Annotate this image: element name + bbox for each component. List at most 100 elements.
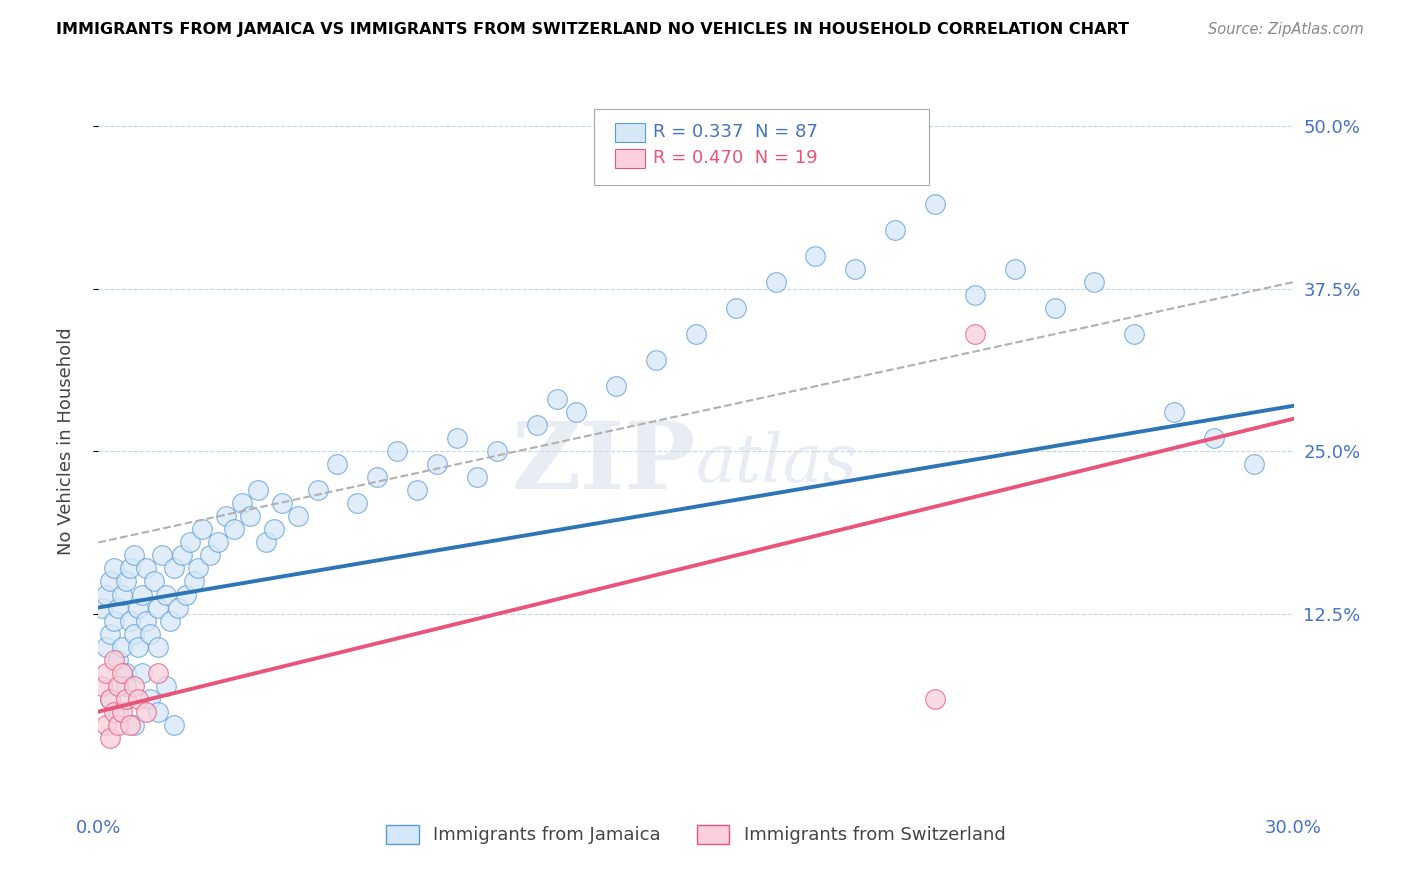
Point (485, 444, 508, 458)
Point (98, 731, 122, 745)
Point (98, 691, 122, 706)
Point (107, 705, 129, 719)
Y-axis label: No Vehicles in Household: No Vehicles in Household (56, 327, 75, 556)
Point (98, 691, 122, 706)
Point (246, 483, 269, 498)
Point (326, 458, 349, 472)
Point (139, 691, 162, 706)
Point (546, 392, 568, 407)
Point (446, 431, 468, 445)
Point (215, 509, 238, 524)
Point (426, 458, 449, 472)
Point (179, 535, 201, 549)
Point (366, 470, 388, 484)
Point (163, 561, 186, 575)
Point (107, 652, 129, 666)
Point (127, 691, 149, 706)
Legend: Immigrants from Jamaica, Immigrants from Switzerland: Immigrants from Jamaica, Immigrants from… (380, 818, 1012, 852)
Point (167, 600, 190, 615)
Text: atlas: atlas (696, 431, 858, 496)
Point (187, 561, 209, 575)
Point (98, 574, 122, 589)
Point (465, 470, 488, 484)
Point (127, 640, 149, 654)
Point (1202, 431, 1225, 445)
Point (115, 574, 138, 589)
Bar (614, 123, 644, 142)
Point (163, 717, 186, 731)
Point (120, 614, 142, 628)
Point (96, 587, 118, 601)
Point (844, 262, 866, 277)
Point (148, 640, 170, 654)
Point (804, 249, 827, 263)
Point (963, 288, 986, 302)
Point (103, 561, 125, 575)
Point (148, 600, 170, 615)
Point (107, 600, 129, 615)
Text: R = 0.337  N = 87: R = 0.337 N = 87 (652, 123, 818, 141)
Point (124, 679, 146, 693)
Point (172, 549, 194, 563)
Point (103, 705, 125, 719)
Point (111, 587, 134, 601)
Point (605, 379, 627, 393)
Point (191, 523, 214, 537)
Point (565, 405, 588, 419)
Point (724, 301, 747, 315)
Point (263, 523, 285, 537)
Point (111, 665, 134, 680)
Point (924, 691, 946, 706)
Point (1043, 301, 1066, 315)
Point (1163, 405, 1185, 419)
Point (91, 600, 114, 615)
Point (120, 717, 142, 731)
Point (91, 679, 114, 693)
Point (103, 652, 125, 666)
Point (1083, 275, 1105, 289)
Point (307, 483, 329, 498)
Point (135, 561, 157, 575)
Point (884, 223, 907, 237)
Point (111, 640, 134, 654)
Point (115, 679, 138, 693)
Point (148, 705, 170, 719)
Point (111, 705, 134, 719)
Point (124, 626, 146, 640)
Point (96, 717, 118, 731)
Point (155, 679, 177, 693)
Point (287, 509, 309, 524)
Point (127, 600, 149, 615)
Text: ZIP: ZIP (512, 418, 696, 508)
Point (645, 353, 668, 368)
Text: IMMIGRANTS FROM JAMAICA VS IMMIGRANTS FROM SWITZERLAND NO VEHICLES IN HOUSEHOLD : IMMIGRANTS FROM JAMAICA VS IMMIGRANTS FR… (56, 22, 1129, 37)
Point (765, 275, 787, 289)
Point (231, 496, 253, 510)
Point (96, 640, 118, 654)
Point (124, 717, 146, 731)
Point (1004, 262, 1026, 277)
Point (174, 587, 197, 601)
Point (115, 691, 138, 706)
Point (124, 549, 146, 563)
Point (135, 614, 157, 628)
Point (143, 574, 166, 589)
Point (1123, 327, 1146, 342)
Point (685, 327, 707, 342)
Point (131, 587, 153, 601)
Point (150, 549, 173, 563)
Point (96, 665, 118, 680)
Point (155, 587, 177, 601)
Point (207, 535, 229, 549)
Point (135, 705, 157, 719)
Point (406, 483, 429, 498)
Point (115, 665, 138, 680)
Point (924, 197, 946, 211)
Point (239, 509, 262, 524)
Text: Source: ZipAtlas.com: Source: ZipAtlas.com (1208, 22, 1364, 37)
Point (139, 626, 162, 640)
Bar (614, 149, 644, 168)
Point (526, 418, 548, 433)
Point (1243, 458, 1265, 472)
Point (159, 614, 181, 628)
